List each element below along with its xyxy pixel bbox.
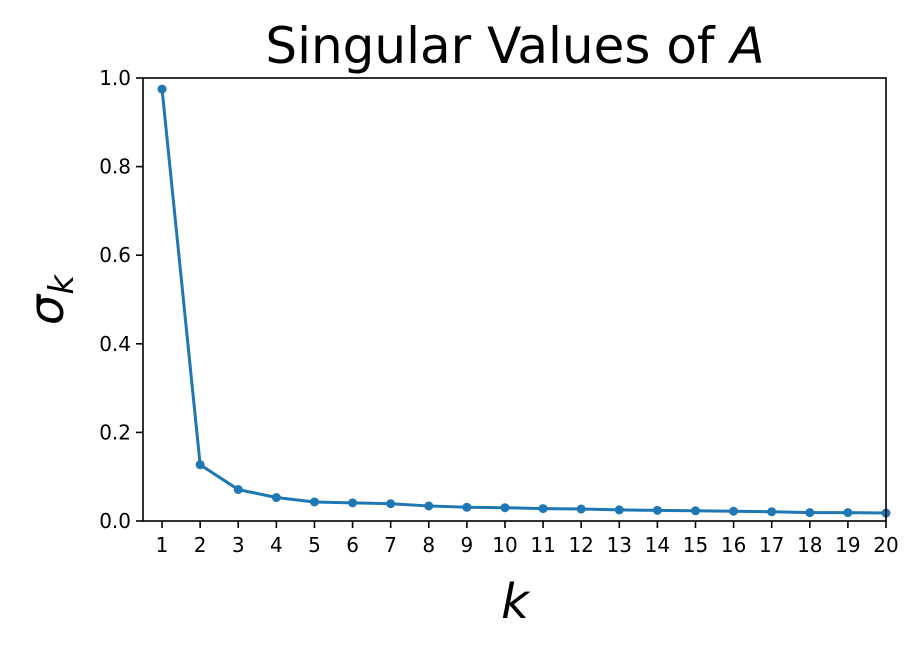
x-tick-label: 9	[461, 533, 474, 557]
plot-frame	[142, 77, 887, 522]
data-point	[843, 508, 853, 518]
x-tick-label: 11	[530, 533, 555, 557]
data-point	[690, 506, 700, 516]
series-line	[160, 88, 887, 515]
y-tick-label: 0.0	[99, 509, 131, 533]
data-point	[195, 460, 205, 470]
data-point	[576, 504, 586, 514]
data-point	[729, 506, 739, 516]
x-tick-label: 12	[568, 533, 593, 557]
data-point	[157, 84, 167, 94]
y-tick-label: 0.6	[99, 243, 131, 267]
x-tick-label: 17	[759, 533, 784, 557]
x-tick-label: 5	[308, 533, 321, 557]
x-axis-label: k	[501, 574, 531, 630]
data-point	[271, 493, 281, 503]
data-point	[348, 498, 358, 508]
data-point	[462, 502, 472, 512]
x-tick-label: 18	[797, 533, 822, 557]
y-tick-label: 0.2	[99, 420, 131, 444]
data-point	[386, 499, 396, 509]
data-point	[767, 507, 777, 517]
x-tick-label: 14	[645, 533, 670, 557]
x-tick-label: 1	[156, 533, 169, 557]
data-point	[500, 503, 510, 513]
x-tick-label: 3	[232, 533, 245, 557]
x-tick-label: 2	[194, 533, 207, 557]
chart-title: Singular Values of A	[265, 17, 764, 75]
x-tick-label: 10	[492, 533, 517, 557]
x-tick-label: 7	[384, 533, 397, 557]
data-point	[652, 505, 662, 515]
data-point	[309, 497, 319, 507]
data-point	[233, 485, 243, 495]
y-tick-label: 0.4	[99, 332, 131, 356]
data-point	[538, 504, 548, 514]
y-tick-label: 0.8	[99, 155, 131, 179]
x-tick-label: 15	[683, 533, 708, 557]
x-tick-label: 13	[607, 533, 632, 557]
x-tick-label: 20	[873, 533, 898, 557]
x-tick-label: 4	[270, 533, 283, 557]
data-point	[614, 505, 624, 515]
x-tick-label: 16	[721, 533, 746, 557]
y-tick-label: 1.0	[99, 66, 131, 90]
x-tick-label: 6	[346, 533, 359, 557]
x-tick-label: 8	[422, 533, 435, 557]
x-tick-label: 19	[835, 533, 860, 557]
data-point	[805, 508, 815, 518]
svg-text:σk: σk	[19, 274, 82, 325]
y-axis-label: σk	[19, 274, 82, 325]
data-point	[424, 501, 434, 511]
